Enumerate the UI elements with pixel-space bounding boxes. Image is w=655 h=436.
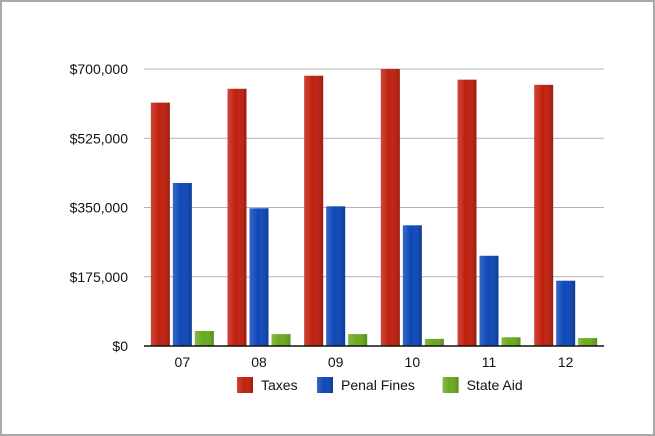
bar-shading <box>380 69 400 346</box>
bar-shading <box>556 280 576 346</box>
bar-shading <box>249 208 269 346</box>
bars <box>150 69 598 347</box>
bar-shading <box>172 182 192 346</box>
y-tick-label: $175,000 <box>70 269 129 285</box>
bar-shading <box>424 338 444 346</box>
bar-shading <box>578 338 598 346</box>
y-axis-ticks: $0 $175,000 $350,000 $525,000 $700,000 <box>70 61 129 354</box>
legend-swatch-shading <box>317 377 333 393</box>
bar-shading <box>534 84 554 346</box>
y-tick-label: $525,000 <box>70 130 129 146</box>
x-tick-label: 07 <box>175 354 191 370</box>
x-tick-label: 10 <box>405 354 421 370</box>
legend-swatch-shading <box>442 377 459 393</box>
bar-shading <box>501 337 521 346</box>
y-tick-label: $0 <box>112 338 128 354</box>
bar-shading <box>271 334 291 346</box>
bar-shading <box>150 102 170 346</box>
legend-label-state-aid: State Aid <box>467 377 523 393</box>
bar-shading <box>402 225 422 346</box>
x-tick-label: 12 <box>558 354 574 370</box>
grid-lines <box>144 68 604 278</box>
bar-shading <box>457 79 477 346</box>
x-tick-label: 11 <box>482 354 497 370</box>
legend-label-taxes: Taxes <box>261 377 298 393</box>
bar-shading <box>348 334 368 346</box>
bar-shading <box>326 206 346 346</box>
bar-shading <box>479 255 499 346</box>
legend-swatch-shading <box>237 377 253 393</box>
bar-shading <box>194 330 214 346</box>
x-tick-label: 08 <box>251 354 267 370</box>
y-tick-label: $350,000 <box>70 200 129 216</box>
y-tick-label: $700,000 <box>70 61 129 77</box>
legend: Taxes Penal Fines State Aid <box>237 377 523 393</box>
legend-label-penal-fines: Penal Fines <box>341 377 415 393</box>
bar-shading <box>304 75 324 346</box>
x-axis-ticks: 07 08 09 10 11 12 <box>175 354 574 370</box>
x-tick-label: 09 <box>328 354 344 370</box>
bar-shading <box>227 88 247 347</box>
